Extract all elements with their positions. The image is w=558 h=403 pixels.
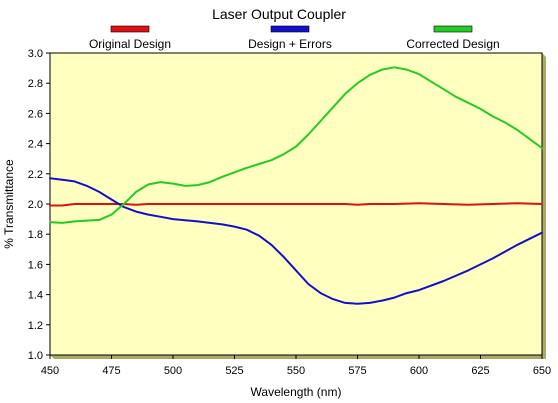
y-tick-label-2.6: 2.6 — [28, 108, 43, 120]
chart-title: Laser Output Coupler — [212, 6, 346, 22]
series-line-0 — [49, 202, 543, 207]
x-axis-title: Wavelength (nm) — [251, 385, 342, 399]
legend: Original Design Design + Errors Corrected … — [89, 25, 500, 51]
legend-swatch-1 — [270, 25, 310, 33]
y-tick-label-2.2: 2.2 — [28, 169, 43, 181]
x-tick-label-650: 650 — [533, 365, 551, 377]
y-tick-label-1.6: 1.6 — [28, 259, 43, 271]
y-tick-label-1.0: 1.0 — [28, 350, 43, 362]
series-layer — [49, 66, 543, 305]
x-tick-label-575: 575 — [348, 365, 366, 377]
x-tick-label-500: 500 — [164, 365, 182, 377]
series-line-2 — [49, 66, 543, 224]
y-axis-title: % Transmittance — [2, 159, 16, 249]
y-tick-label-2.4: 2.4 — [28, 139, 43, 151]
y-tick-label-2.0: 2.0 — [28, 199, 43, 211]
x-tick-label-450: 450 — [41, 365, 59, 377]
y-tick-label-3.0: 3.0 — [28, 48, 43, 60]
plot-frame-bottom — [50, 355, 546, 359]
x-tick-label-525: 525 — [225, 365, 243, 377]
axes-layer: 450 475 500 525 550 575 600 625 650 1.0 1.2 1.4 1.6 1… — [28, 48, 551, 377]
series-line-1 — [49, 177, 543, 305]
x-tick-label-625: 625 — [471, 365, 489, 377]
x-tick-label-550: 550 — [287, 365, 305, 377]
x-tick-label-600: 600 — [410, 365, 428, 377]
legend-label-2: Corrected Design — [406, 37, 499, 51]
legend-label-0: Original Design — [89, 37, 171, 51]
x-tick-label-475: 475 — [102, 365, 120, 377]
legend-label-1: Design + Errors — [248, 37, 332, 51]
legend-swatch-0 — [110, 25, 150, 33]
legend-swatch-2 — [433, 25, 473, 33]
y-tick-label-1.8: 1.8 — [28, 229, 43, 241]
y-tick-label-1.4: 1.4 — [28, 290, 43, 302]
y-tick-label-1.2: 1.2 — [28, 320, 43, 332]
y-tick-label-2.8: 2.8 — [28, 78, 43, 90]
plot-frame-right — [542, 53, 546, 359]
